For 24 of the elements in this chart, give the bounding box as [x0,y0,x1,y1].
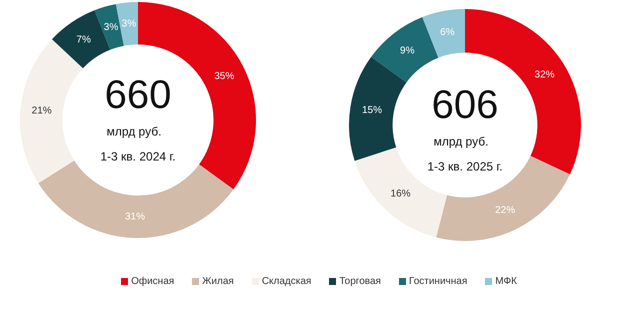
data-label: 22% [495,204,516,216]
text: 660 [104,73,172,118]
legend-label: Гостиничная [408,276,468,287]
legend-label: Торговая [339,276,381,287]
data-label: 9% [400,45,415,56]
data-label: 31% [124,211,146,222]
legend-label: МФК [495,276,517,287]
text: 1-3 кв. 2025 г. [427,159,503,174]
text: 606 [432,83,498,128]
legend-label: Складская [262,276,312,287]
text: млрд руб. [106,124,162,138]
data-label: 16% [390,188,411,200]
legend-label: Офисная [131,276,174,287]
data-label: 7% [76,34,91,46]
data-label: 32% [534,69,555,80]
data-label: 6% [440,27,455,38]
legend-label: Жилая [202,276,234,287]
data-label: 35% [214,70,234,82]
data-label: 3% [104,22,118,33]
text: млрд руб. [434,134,488,148]
data-label: 21% [32,106,52,117]
data-label: 3% [122,18,136,30]
text: 1-3 кв. 2024 г. [100,149,176,164]
data-label: 15% [362,105,382,116]
